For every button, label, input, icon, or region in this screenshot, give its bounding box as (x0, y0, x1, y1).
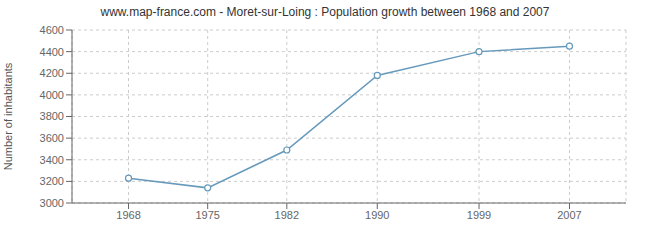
svg-text:4200: 4200 (40, 67, 64, 79)
svg-text:3400: 3400 (40, 154, 64, 166)
svg-text:1999: 1999 (467, 209, 491, 221)
svg-text:1975: 1975 (195, 209, 219, 221)
svg-text:3200: 3200 (40, 175, 64, 187)
svg-text:1982: 1982 (275, 209, 299, 221)
svg-text:4000: 4000 (40, 89, 64, 101)
svg-text:2007: 2007 (557, 209, 581, 221)
svg-text:4400: 4400 (40, 46, 64, 58)
html-text:www.map-france.com - Moret-sur: www.map-france.com - Moret-sur-Loing : P… (100, 5, 550, 19)
svg-text:3800: 3800 (40, 110, 64, 122)
svg-text:Number of inhabitants: Number of inhabitants (8, 62, 14, 170)
svg-text:3000: 3000 (40, 197, 64, 209)
svg-text:1968: 1968 (116, 209, 140, 221)
svg-text:4600: 4600 (40, 24, 64, 36)
svg-text:3600: 3600 (40, 132, 64, 144)
svg-text:1990: 1990 (365, 209, 389, 221)
